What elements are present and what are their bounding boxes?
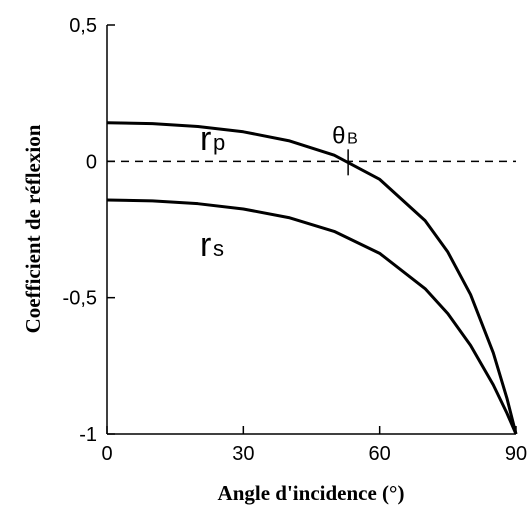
brewster-label: θ <box>332 122 345 149</box>
curve <box>106 121 518 435</box>
y-tick-label: -0,5 <box>63 288 97 310</box>
series-label-main: r <box>200 120 211 158</box>
y-tick-label: -1 <box>79 424 97 446</box>
y-axis-title: Coefficient de réflexion <box>21 124 45 333</box>
curve <box>106 198 518 435</box>
x-tick-label: 90 <box>505 443 527 465</box>
x-axis-title: Angle d'incidence (°) <box>218 481 405 505</box>
brewster-sub: B <box>347 130 358 147</box>
x-tick-label: 0 <box>101 443 112 465</box>
series-label-sub: p <box>213 130 225 155</box>
y-tick-label: 0,5 <box>69 15 97 37</box>
series-label-main: r <box>200 226 211 264</box>
x-tick-label: 60 <box>369 443 391 465</box>
y-tick-label: 0 <box>86 151 97 173</box>
x-tick-label: 30 <box>232 443 254 465</box>
series-label-sub: s <box>213 236 224 261</box>
